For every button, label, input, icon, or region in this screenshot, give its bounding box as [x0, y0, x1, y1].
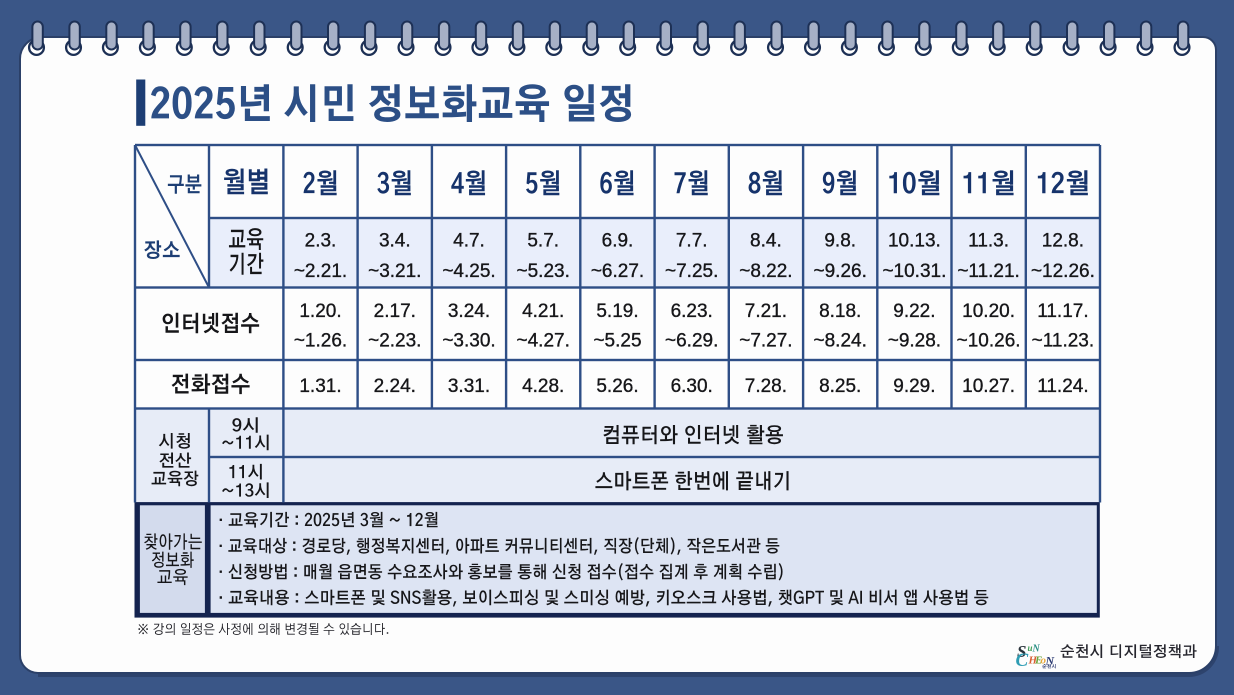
svg-text:~4.27.: ~4.27. — [517, 331, 570, 352]
svg-text:8.4.: 8.4. — [750, 230, 782, 251]
svg-text:1.20.: 1.20. — [299, 301, 341, 322]
svg-text:~11.23.: ~11.23. — [1032, 331, 1095, 352]
svg-text:E: E — [1034, 655, 1042, 667]
svg-text:~9.26.: ~9.26. — [814, 261, 867, 282]
svg-text:7.28.: 7.28. — [745, 376, 787, 397]
svg-text:4.28.: 4.28. — [522, 376, 564, 397]
svg-text:9.22.: 9.22. — [893, 301, 935, 322]
svg-text:~2.23.: ~2.23. — [368, 331, 421, 352]
svg-text:10.13.: 10.13. — [888, 230, 941, 251]
svg-text:5.7.: 5.7. — [527, 230, 559, 251]
svg-text:H: H — [1028, 655, 1038, 667]
svg-text:8.25.: 8.25. — [819, 376, 861, 397]
svg-text:S: S — [1017, 642, 1026, 661]
svg-text:6.9.: 6.9. — [602, 230, 634, 251]
svg-text:2.24.: 2.24. — [374, 376, 416, 397]
svg-text:~5.23.: ~5.23. — [517, 261, 570, 282]
svg-text:C: C — [1016, 650, 1029, 671]
svg-text:~11.21.: ~11.21. — [957, 261, 1020, 282]
svg-text:7.7.: 7.7. — [676, 230, 708, 251]
svg-text:~7.25.: ~7.25. — [665, 261, 718, 282]
svg-text:6.23.: 6.23. — [671, 301, 713, 322]
svg-text:9.29.: 9.29. — [893, 376, 935, 397]
svg-text:~8.24.: ~8.24. — [814, 331, 867, 352]
svg-text:4.21.: 4.21. — [522, 301, 564, 322]
svg-text:~8.22.: ~8.22. — [739, 261, 792, 282]
svg-text:~10.26.: ~10.26. — [957, 331, 1021, 352]
svg-text:~6.27.: ~6.27. — [591, 261, 644, 282]
svg-text:7.21.: 7.21. — [745, 301, 787, 322]
svg-text:3.4.: 3.4. — [379, 230, 411, 251]
svg-text:11.24.: 11.24. — [1037, 376, 1088, 397]
svg-text:9.8.: 9.8. — [824, 230, 856, 251]
svg-text:6.30.: 6.30. — [671, 376, 713, 397]
svg-text:~5.25: ~5.25 — [593, 331, 641, 352]
svg-text:~3.30.: ~3.30. — [442, 331, 495, 352]
svg-text:N: N — [1032, 644, 1041, 655]
svg-text:~9.28.: ~9.28. — [888, 331, 941, 352]
svg-text:12.8.: 12.8. — [1042, 230, 1084, 251]
svg-text:2.3.: 2.3. — [305, 230, 337, 251]
svg-text:5.26.: 5.26. — [596, 376, 638, 397]
svg-text:2.17.: 2.17. — [374, 301, 416, 322]
svg-text:u: u — [1028, 643, 1033, 653]
svg-text:~3.21.: ~3.21. — [368, 261, 421, 282]
svg-text:o: o — [1041, 655, 1047, 667]
svg-text:~10.31.: ~10.31. — [882, 261, 946, 282]
svg-text:11.3.: 11.3. — [968, 230, 1009, 251]
svg-text:11.17.: 11.17. — [1037, 301, 1088, 322]
svg-text:4.7.: 4.7. — [453, 230, 485, 251]
svg-text:~2.21.: ~2.21. — [294, 261, 347, 282]
svg-text:3.24.: 3.24. — [448, 301, 490, 322]
svg-text:3.31.: 3.31. — [448, 376, 490, 397]
svg-text:~4.25.: ~4.25. — [442, 261, 495, 282]
svg-text:~1.26.: ~1.26. — [294, 331, 347, 352]
svg-text:8.18.: 8.18. — [819, 301, 861, 322]
svg-text:~6.29.: ~6.29. — [665, 331, 718, 352]
svg-text:1.31.: 1.31. — [299, 376, 341, 397]
svg-text:5.19.: 5.19. — [596, 301, 638, 322]
svg-text:~12.26.: ~12.26. — [1031, 261, 1095, 282]
svg-text:N: N — [1045, 654, 1056, 668]
svg-text:10.20.: 10.20. — [962, 301, 1015, 322]
svg-text:~7.27.: ~7.27. — [739, 331, 792, 352]
svg-text:10.27.: 10.27. — [962, 376, 1015, 397]
